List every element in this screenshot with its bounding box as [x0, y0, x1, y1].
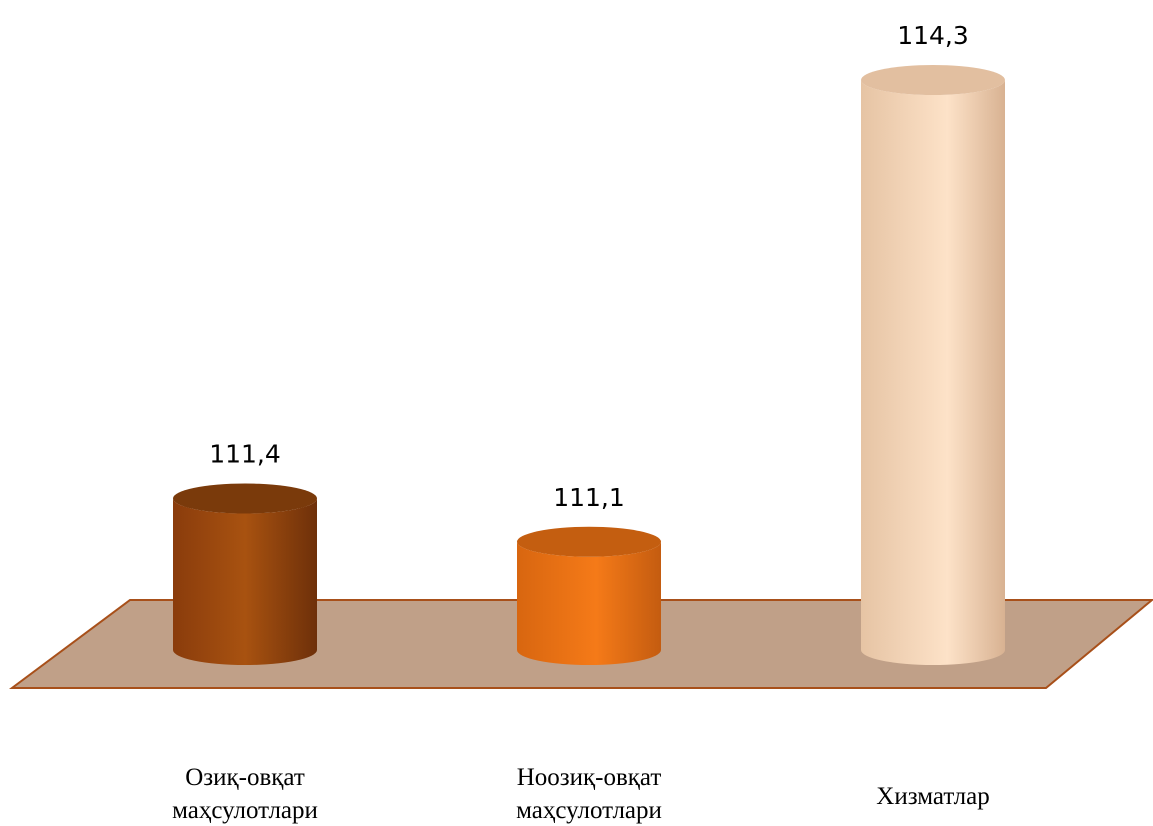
bar-3 [861, 65, 1005, 665]
bar-body [861, 80, 1005, 665]
bar-1 [173, 483, 317, 665]
data-label: 111,4 [209, 439, 281, 468]
bar-body [173, 498, 317, 665]
category-label: Озиқ-овқат маҳсулотлари [172, 764, 318, 824]
data-label: 114,3 [897, 21, 969, 50]
data-label: 111,1 [553, 483, 625, 512]
labels-layer: 111,4 Озиқ-овқат маҳсулотлари 111,1 Ноозиқ-о… [172, 21, 990, 824]
category-label: Хизматлар [876, 783, 989, 810]
category-label: Ноозиқ-овқат маҳсулотлари [516, 764, 662, 824]
bar-top [861, 65, 1005, 95]
bar-body [517, 541, 661, 665]
bar-top [517, 526, 661, 557]
bar-top [173, 483, 317, 514]
bars-layer [173, 65, 1005, 665]
bar-2 [517, 526, 661, 665]
